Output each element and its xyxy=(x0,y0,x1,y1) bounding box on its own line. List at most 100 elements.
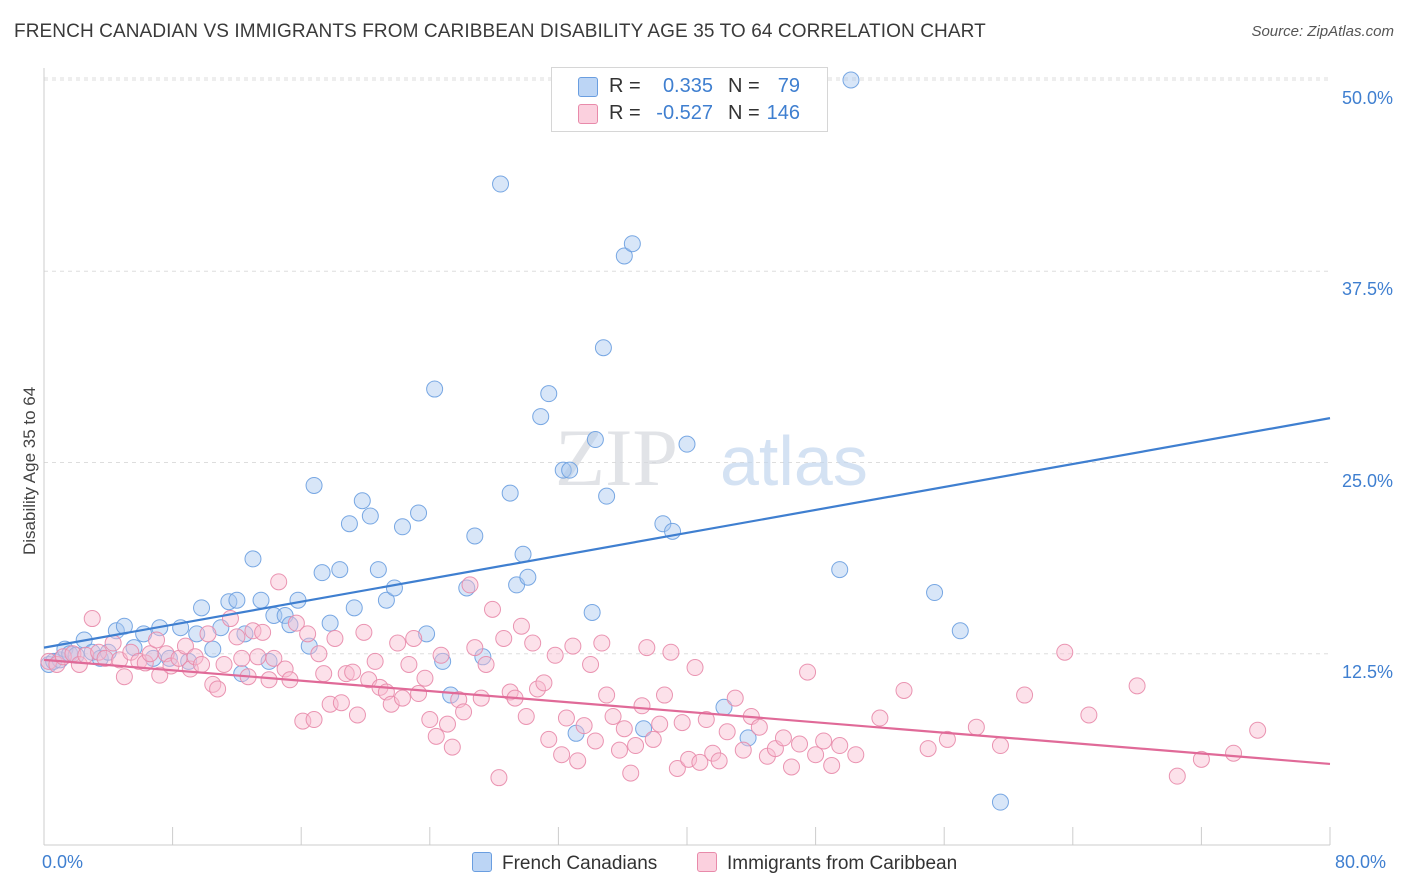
data-point xyxy=(461,576,479,594)
data-point xyxy=(847,746,865,764)
data-point xyxy=(678,435,696,453)
data-point xyxy=(638,639,656,657)
data-point xyxy=(418,625,436,643)
data-point xyxy=(244,550,262,568)
legend-swatch-pink xyxy=(578,104,598,124)
bottom-legend-label: French Canadians xyxy=(502,853,658,874)
data-point xyxy=(427,727,445,745)
data-point xyxy=(434,652,452,670)
watermark-atlas: atlas xyxy=(720,422,868,500)
y-tick-label-0: 12.5% xyxy=(1341,661,1393,682)
axis-lines xyxy=(43,68,1331,846)
data-point xyxy=(265,649,283,667)
data-point xyxy=(472,689,490,707)
data-point xyxy=(991,737,1009,755)
data-point xyxy=(148,631,166,649)
data-point xyxy=(718,723,736,741)
data-point xyxy=(535,674,553,692)
data-point xyxy=(410,504,428,522)
data-point xyxy=(405,629,423,647)
data-point xyxy=(249,648,267,666)
data-point xyxy=(926,584,944,602)
data-point xyxy=(233,649,251,667)
data-point xyxy=(598,487,616,505)
x-tick-label-0: 0.0% xyxy=(42,852,84,872)
data-point xyxy=(426,380,444,398)
data-point xyxy=(495,629,513,647)
data-point xyxy=(228,591,246,609)
data-point xyxy=(1016,686,1034,704)
data-point xyxy=(540,730,558,748)
data-point xyxy=(410,685,428,703)
legend-r-value: 0.335 xyxy=(662,75,713,97)
data-point xyxy=(575,717,593,735)
data-point xyxy=(807,746,825,764)
data-point xyxy=(919,740,937,758)
data-point xyxy=(1192,750,1210,768)
chart-title: FRENCH CANADIAN VS IMMIGRANTS FROM CARIB… xyxy=(14,21,986,42)
data-point xyxy=(774,729,792,747)
data-point xyxy=(517,707,535,725)
legend-swatch-blue xyxy=(578,77,598,97)
data-point xyxy=(337,665,355,683)
data-point xyxy=(340,515,358,533)
data-point xyxy=(438,715,456,733)
data-point xyxy=(466,527,484,545)
data-point xyxy=(598,686,616,704)
data-point xyxy=(635,720,653,738)
data-point xyxy=(96,649,114,667)
data-point xyxy=(104,634,122,652)
data-point xyxy=(254,623,272,641)
data-point xyxy=(514,545,532,563)
legend-row-french-canadians: R = 0.335 N = 79 xyxy=(552,73,827,101)
watermark-zip: ZIP xyxy=(555,412,678,503)
data-point xyxy=(361,507,379,525)
legend-n-label: N = xyxy=(728,102,760,124)
data-point xyxy=(782,758,800,776)
data-point xyxy=(369,561,387,579)
data-point xyxy=(215,655,233,673)
data-point xyxy=(604,707,622,725)
data-point xyxy=(651,715,669,733)
grid-lines xyxy=(44,77,1330,655)
data-point xyxy=(151,666,169,684)
data-point xyxy=(615,720,633,738)
data-point xyxy=(466,639,484,657)
data-point xyxy=(260,671,278,689)
data-point xyxy=(345,599,363,617)
data-point xyxy=(1168,767,1186,785)
data-point xyxy=(483,600,501,618)
data-point xyxy=(610,741,628,759)
data-point xyxy=(260,652,278,670)
data-point xyxy=(815,732,833,750)
data-point xyxy=(726,689,744,707)
data-point xyxy=(583,603,601,621)
data-point xyxy=(389,634,407,652)
data-point xyxy=(564,637,582,655)
data-point xyxy=(627,737,645,755)
data-point xyxy=(458,579,476,597)
data-point xyxy=(791,735,809,753)
data-point xyxy=(252,591,270,609)
data-point xyxy=(501,484,519,502)
data-point xyxy=(586,431,604,449)
data-point xyxy=(991,793,1009,811)
legend-n-value: 79 xyxy=(777,75,800,97)
data-point xyxy=(686,659,704,677)
bottom-legend-immigrants-caribbean: Immigrants from Caribbean xyxy=(697,852,957,875)
data-point xyxy=(176,637,194,655)
data-point xyxy=(615,247,633,265)
data-point xyxy=(90,643,108,661)
data-point xyxy=(270,573,288,591)
data-point xyxy=(393,518,411,536)
data-point xyxy=(432,646,450,664)
trend-line-french-canadians xyxy=(43,417,1331,649)
data-point xyxy=(477,655,495,673)
data-point xyxy=(554,461,572,479)
data-point xyxy=(228,628,246,646)
data-point xyxy=(823,756,841,774)
data-point xyxy=(355,623,373,641)
data-point xyxy=(492,175,510,193)
data-point xyxy=(326,629,344,647)
x-tick-label-1: 80.0% xyxy=(1335,852,1387,872)
